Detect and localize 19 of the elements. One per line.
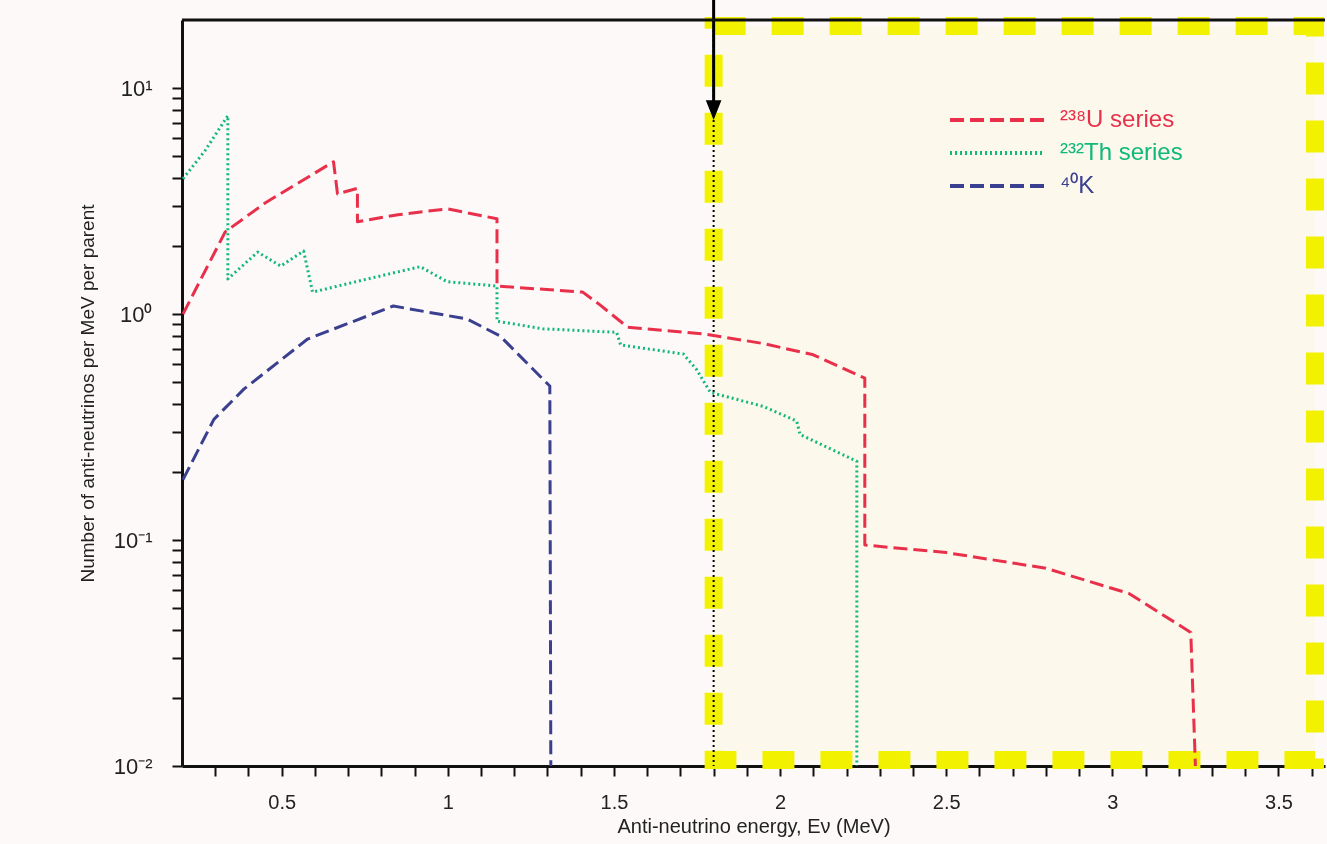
legend-label: ⁴⁰K — [1060, 171, 1095, 198]
x-tick-label: 2 — [775, 790, 787, 813]
line-series — [181, 160, 1197, 768]
x-tick-label: 1.5 — [600, 790, 629, 813]
x-tick-label: 0.5 — [268, 790, 297, 813]
y-axis-title: Number of anti-neutrinos per MeV per parent — [76, 203, 98, 583]
x-tick-label: 3 — [1107, 790, 1119, 813]
y-tick-label: 10⁻² — [113, 753, 153, 779]
y-tick-label: 10⁰ — [120, 301, 153, 327]
x-axis-title: Anti-neutrino energy, Eν (MeV) — [617, 814, 891, 837]
legend-label: ²³²Th series — [1060, 138, 1183, 165]
y-tick-label: 10⁻¹ — [113, 527, 153, 553]
line-series — [181, 304, 553, 768]
y-tick-label: 10¹ — [120, 75, 153, 101]
x-tick-label: 2.5 — [932, 790, 961, 813]
x-tick-label: 3.5 — [1265, 790, 1293, 813]
x-tick-label: 1 — [442, 790, 454, 813]
line-series — [181, 114, 859, 768]
legend-label: ²³⁸U series — [1060, 105, 1175, 132]
